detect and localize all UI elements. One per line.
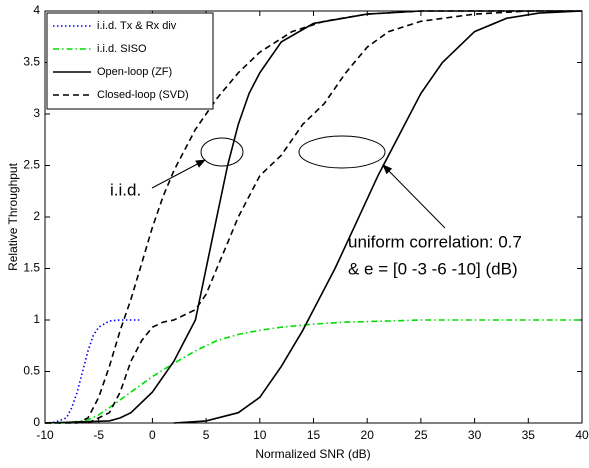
x-tick-label: -5 — [93, 428, 104, 442]
y-tick-label: 2 — [33, 209, 40, 223]
y-tick-label: 0.5 — [23, 364, 40, 378]
x-tick-label: 20 — [361, 428, 375, 442]
ellipse — [298, 135, 386, 169]
x-tick-label: -10 — [36, 428, 54, 442]
y-tick-label: 2.5 — [23, 158, 40, 172]
legend-box — [46, 12, 214, 110]
y-tick-label: 1.5 — [23, 261, 40, 275]
y-tick-label: 3.5 — [23, 55, 40, 69]
annotation: i.i.d. — [110, 180, 141, 199]
arrow — [382, 164, 446, 229]
y-axis-label: Relative Throughput — [6, 162, 20, 271]
legend: i.i.d. Tx & Rx div i.i.d. SISO Open-loop (… — [46, 12, 214, 110]
annotation: uniform correlation: 0.7 — [348, 232, 522, 251]
x-tick-label: 5 — [203, 428, 210, 442]
x-tick-label: 10 — [253, 428, 267, 442]
arrow — [151, 159, 206, 189]
x-tick-label: 40 — [575, 428, 589, 442]
line-series — [44, 319, 142, 424]
legend-label: Open-loop (ZF) — [97, 66, 172, 78]
x-axis-label: Normalized SNR (dB) — [255, 447, 370, 461]
annotation: & e = [0 -3 -6 -10] (dB) — [348, 259, 518, 278]
line-series — [44, 10, 583, 424]
x-tick-label: 35 — [522, 428, 536, 442]
x-tick-label: 30 — [468, 428, 482, 442]
ellipse — [200, 137, 244, 167]
y-tick-label: 4 — [33, 3, 40, 17]
x-tick-label: 25 — [414, 428, 428, 442]
x-tick-label: 0 — [149, 428, 156, 442]
x-tick-label: 15 — [307, 428, 321, 442]
plot-area — [44, 10, 583, 424]
y-tick-label: 3 — [33, 106, 40, 120]
legend-label: i.i.d. SISO — [97, 43, 147, 55]
legend-label: Closed-loop (SVD) — [97, 89, 189, 101]
y-tick-label: 1 — [33, 312, 40, 326]
legend-label: i.i.d. Tx & Rx div — [97, 20, 177, 32]
line-series — [45, 10, 582, 424]
y-tick-label: 0 — [33, 415, 40, 429]
